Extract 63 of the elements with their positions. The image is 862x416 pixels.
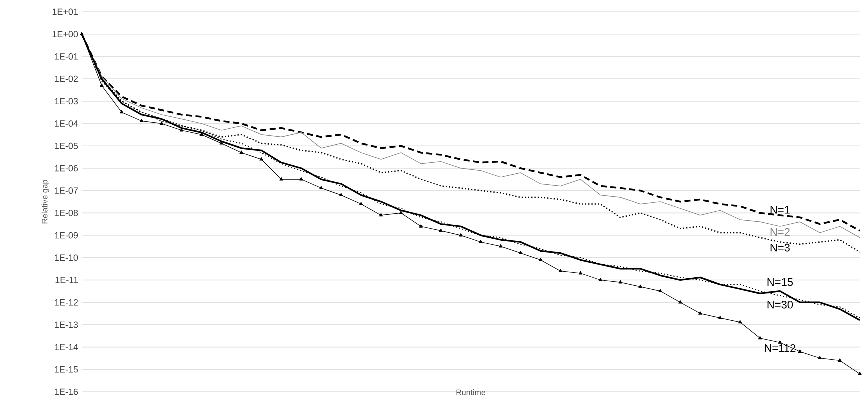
series-label: N=15 <box>768 278 794 286</box>
point <box>738 320 742 324</box>
point <box>519 251 523 255</box>
point <box>578 271 583 275</box>
series-label: N=3 <box>770 244 790 252</box>
y-tick-label: 1E-11 <box>56 277 78 284</box>
point <box>339 193 344 197</box>
y-tick-label: 1E-09 <box>55 232 78 239</box>
point <box>200 132 204 136</box>
y-tick-label: 1E-15 <box>55 366 78 373</box>
point <box>320 186 324 190</box>
x-axis-title: Runtime <box>456 390 486 396</box>
series-label: N=1 <box>770 206 790 214</box>
y-tick-label: 1E-08 <box>55 210 78 216</box>
y-tick-label: 1E-14 <box>55 344 78 350</box>
series-label: N=112 <box>765 344 796 352</box>
point <box>558 269 563 273</box>
y-tick-label: 1E-12 <box>55 299 78 306</box>
point <box>140 119 144 122</box>
point <box>379 213 384 217</box>
point <box>499 244 503 248</box>
point <box>698 312 702 315</box>
point <box>598 278 603 282</box>
point <box>419 224 423 228</box>
point <box>180 128 184 132</box>
point <box>838 358 842 362</box>
point <box>240 150 244 154</box>
y-tick-label: 1E-02 <box>55 76 78 82</box>
y-tick-label: 1E-13 <box>55 322 78 328</box>
point <box>479 240 483 244</box>
y-tick-label: 1E-10 <box>55 254 78 262</box>
point <box>160 122 164 125</box>
point <box>399 211 404 214</box>
series-label: N=2 <box>770 228 790 236</box>
series-label: N=30 <box>768 301 794 309</box>
y-tick-label: 1E+01 <box>52 8 78 16</box>
point <box>459 233 463 237</box>
point <box>658 289 662 292</box>
y-tick-label: 1E-03 <box>55 98 78 105</box>
point <box>718 316 722 320</box>
point <box>758 336 762 340</box>
y-tick-label: 1E-06 <box>55 165 78 172</box>
y-tick-label: 1E-05 <box>55 142 78 150</box>
point <box>818 356 822 360</box>
y-tick-label: 1E-16 <box>55 388 78 396</box>
point <box>618 280 622 284</box>
point <box>100 84 104 87</box>
y-axis-title: Relative gap <box>42 180 50 224</box>
point <box>439 228 443 232</box>
y-tick-label: 1E+00 <box>52 31 78 38</box>
point <box>280 177 284 181</box>
point <box>260 157 264 161</box>
point <box>120 110 124 114</box>
point <box>359 202 364 206</box>
point <box>678 300 682 304</box>
point <box>300 177 304 181</box>
point <box>638 284 642 288</box>
y-tick-label: 1E-07 <box>55 188 78 194</box>
point <box>538 258 543 262</box>
y-tick-label: 1E-04 <box>55 120 78 127</box>
point <box>778 340 782 344</box>
y-tick-label: 1E-01 <box>55 54 78 60</box>
point <box>798 350 802 353</box>
